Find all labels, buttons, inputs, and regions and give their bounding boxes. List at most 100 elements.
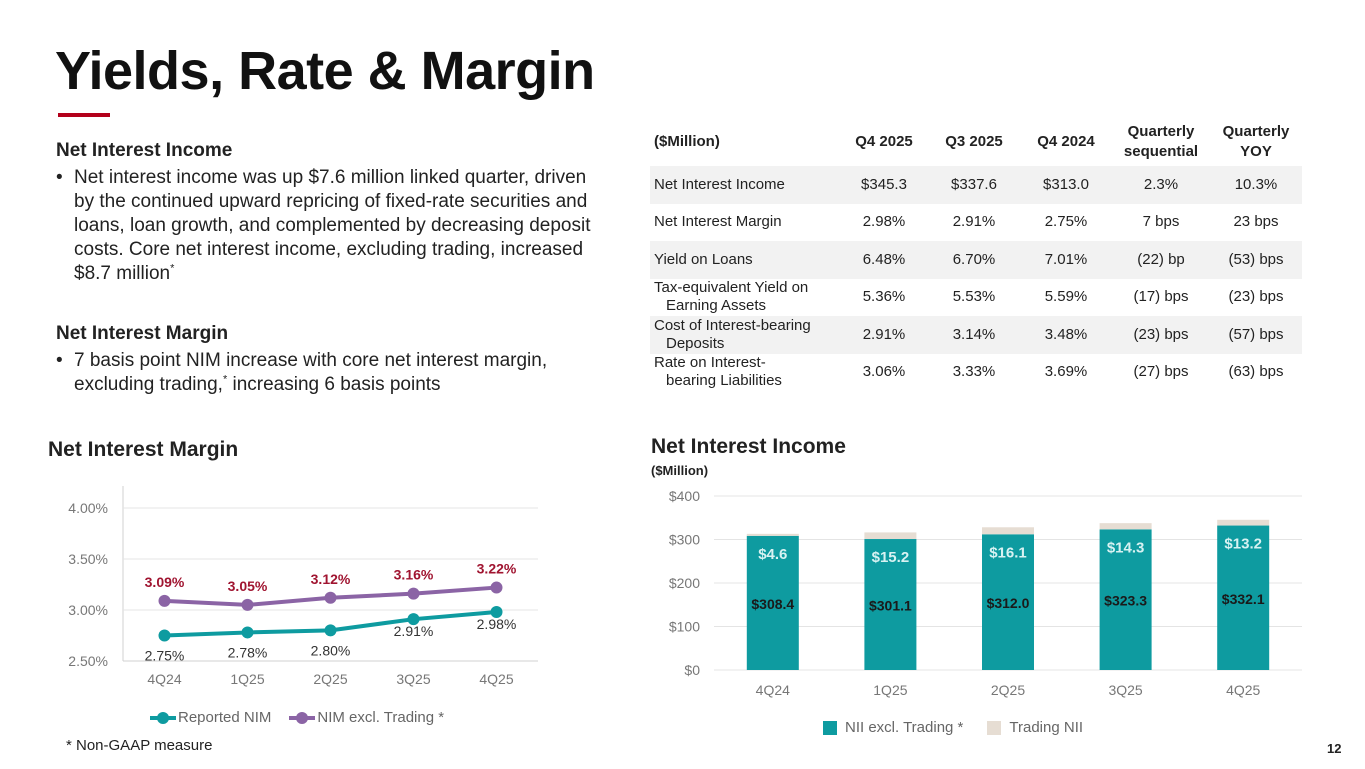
nim-heading: Net Interest Margin: [56, 323, 229, 344]
legend-label: NIM excl. Trading *: [317, 709, 445, 726]
reported-nim-point: [241, 626, 254, 639]
y-tick-label: 4.00%: [68, 500, 108, 516]
nim-chart-title: Net Interest Margin: [48, 438, 239, 461]
row-label: Rate on Interest-bearing Liabilities: [650, 354, 840, 392]
table-cell: 2.91%: [952, 213, 996, 231]
nim-legend: Reported NIM NIM excl. Trading *: [150, 709, 462, 726]
table-header: Q4 2025: [855, 133, 913, 150]
legend-item-reported-nim: Reported NIM: [150, 709, 271, 726]
nii-commentary: Net Interest Income Net interest income …: [56, 139, 601, 286]
nim-footnote-mark: *: [222, 373, 228, 386]
table-header: Quarterly YOY: [1222, 123, 1290, 160]
nii-excl-trading-data-label: $332.1: [1222, 591, 1265, 607]
nii-bar-chart: $0 $100 $200 $300 $400 4Q24 1Q25 2Q25 3Q25 4Q25 $3…: [669, 488, 1302, 698]
row-label-line2: Earning Assets: [666, 297, 767, 315]
trading-nii-bar: [1099, 523, 1152, 530]
y-tick-label: $200: [669, 575, 700, 591]
table-cell: 2.75%: [1044, 213, 1088, 231]
legend-swatch-excl-trading: [289, 711, 316, 724]
x-tick-label: 1Q25: [230, 671, 264, 687]
table-cell: (57) bps: [1210, 316, 1302, 354]
page-number: 12: [1327, 741, 1342, 756]
nii-chart-title: Net Interest Income: [651, 435, 846, 458]
nim-excl-trading-point: [407, 587, 420, 600]
trading-nii-bar: [982, 527, 1034, 535]
table-cell: 2.91%: [840, 316, 928, 354]
y-tick-label: $300: [669, 532, 700, 548]
table-cell: 23 bps: [1233, 213, 1279, 231]
row-label-line1: Rate on Interest-: [654, 354, 766, 372]
nim-excl-trading-point: [490, 581, 503, 594]
x-tick-label: 3Q25: [1108, 682, 1142, 698]
title-accent-rule: [58, 113, 110, 117]
table-header: Q3 2025: [945, 133, 1003, 150]
reported-nim-point: [324, 624, 337, 637]
table-cell: 5.36%: [862, 288, 906, 306]
row-label-line2: bearing Liabilities: [666, 372, 782, 390]
row-label: Cost of Interest-bearing Deposits: [650, 316, 840, 354]
legend-item-nim-excl-trading: NIM excl. Trading *: [289, 709, 444, 726]
legend-item-trading-nii: Trading NII: [987, 719, 1083, 736]
x-tick-label: 4Q25: [479, 671, 513, 687]
x-tick-label: 3Q25: [396, 671, 430, 687]
table-cell: (23) bps: [1228, 288, 1284, 306]
y-tick-label: $0: [684, 662, 700, 678]
nim-excl-trading-data-label: 3.09%: [145, 574, 185, 590]
trading-nii-data-label: $16.1: [989, 544, 1027, 561]
nim-excl-trading-point: [324, 591, 337, 604]
table-cell: 5.59%: [1044, 288, 1088, 306]
nim-commentary: Net Interest Margin 7 basis point NIM in…: [56, 322, 601, 397]
x-tick-label: 2Q25: [313, 671, 347, 687]
table-row: Net Interest Income $345.3 $337.6 $313.0…: [650, 166, 1302, 204]
table-cell: (53) bps: [1210, 241, 1302, 279]
nii-footnote-mark: *: [170, 262, 175, 275]
reported-nim-data-label: 2.80%: [311, 642, 351, 658]
nii-excl-trading-bar: [1217, 525, 1270, 670]
table-cell: 3.69%: [1044, 363, 1088, 381]
trading-nii-data-label: $15.2: [872, 549, 910, 566]
reported-nim-point: [407, 613, 420, 626]
nii-chart-unit: ($Million): [651, 463, 709, 478]
table-row: Rate on Interest-bearing Liabilities 3.0…: [650, 354, 1302, 392]
table-cell: (22) bp: [1112, 241, 1210, 279]
nim-excl-trading-data-label: 3.05%: [228, 578, 268, 594]
table-header: ($Million): [654, 133, 720, 150]
row-label-line2: Deposits: [666, 334, 725, 352]
x-tick-label: 4Q24: [756, 682, 790, 698]
table-cell: 10.3%: [1210, 166, 1302, 204]
y-tick-label: $100: [669, 619, 700, 635]
nii-bullet-text: Net interest income was up $7.6 million …: [74, 167, 591, 284]
trading-nii-data-label: $4.6: [758, 546, 787, 563]
legend-label: Trading NII: [1009, 719, 1084, 736]
x-tick-label: 4Q24: [147, 671, 181, 687]
reported-nim-point: [158, 629, 171, 642]
table-cell: 2.3%: [1112, 166, 1210, 204]
nii-excl-trading-data-label: $308.4: [751, 596, 794, 612]
trading-nii-data-label: $14.3: [1107, 539, 1145, 556]
table-cell: $337.6: [928, 166, 1020, 204]
x-tick-label: 4Q25: [1226, 682, 1260, 698]
trading-nii-data-label: $13.2: [1224, 536, 1262, 553]
nii-excl-trading-bar: [746, 535, 799, 670]
row-label: Tax-equivalent Yield on Earning Assets: [650, 279, 840, 317]
table-cell: 6.48%: [840, 241, 928, 279]
nii-excl-trading-bar: [864, 539, 917, 670]
nii-excl-trading-data-label: $312.0: [987, 595, 1030, 611]
nii-excl-trading-bar: [1099, 529, 1152, 670]
x-tick-label: 2Q25: [991, 682, 1025, 698]
page-title: Yields, Rate & Margin: [55, 41, 595, 101]
table-cell: $313.0: [1020, 166, 1112, 204]
table-cell: (27) bps: [1133, 363, 1189, 381]
legend-item-nii-excl-trading: NII excl. Trading *: [823, 719, 963, 736]
nim-bullet-text-a: 7 basis point NIM increase with core net…: [74, 350, 548, 395]
nim-bullet-text-b: increasing 6 basis points: [227, 374, 441, 395]
table-cell: 2.98%: [862, 213, 906, 231]
table-cell: 3.06%: [862, 363, 906, 381]
table-row: Tax-equivalent Yield on Earning Assets 5.…: [650, 279, 1302, 317]
nim-line-chart: 2.50% 3.00% 3.50% 4.00% 4Q24 1Q25 2Q25 3Q25 4Q25…: [68, 486, 538, 687]
y-tick-label: 2.50%: [68, 653, 108, 669]
reported-nim-data-label: 2.75%: [145, 648, 185, 664]
table-cell: (63) bps: [1228, 363, 1284, 381]
table-header: Quarterly sequential: [1123, 123, 1199, 160]
yields-table: ($Million) Q4 2025 Q3 2025 Q4 2024 Quart…: [650, 118, 1302, 391]
